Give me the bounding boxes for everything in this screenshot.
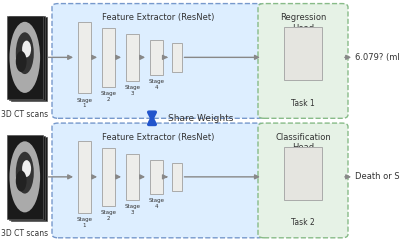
- Text: Stage
2: Stage 2: [100, 91, 116, 102]
- Ellipse shape: [10, 22, 40, 93]
- Text: Task 2: Task 2: [291, 218, 315, 227]
- Bar: [11, 137, 47, 221]
- Ellipse shape: [10, 141, 40, 212]
- Bar: [9, 16, 45, 100]
- Ellipse shape: [22, 41, 31, 57]
- Bar: [78, 141, 91, 213]
- Bar: [102, 28, 115, 87]
- Ellipse shape: [16, 171, 26, 191]
- Ellipse shape: [16, 152, 34, 194]
- Text: Stage
1: Stage 1: [76, 217, 92, 228]
- Text: Task 1: Task 1: [291, 98, 315, 108]
- Text: Regression
Head: Regression Head: [280, 13, 326, 33]
- Bar: [9, 136, 45, 220]
- Bar: [284, 147, 322, 200]
- Text: 3D CT scans: 3D CT scans: [1, 229, 48, 239]
- Text: Stage
3: Stage 3: [124, 85, 140, 96]
- Bar: [11, 17, 47, 101]
- Bar: [150, 40, 163, 75]
- Ellipse shape: [22, 160, 31, 177]
- Bar: [78, 22, 91, 93]
- Bar: [102, 147, 115, 206]
- Text: 3D CT scans: 3D CT scans: [1, 110, 48, 119]
- Bar: [172, 43, 182, 72]
- FancyBboxPatch shape: [258, 4, 348, 118]
- Bar: [126, 154, 139, 200]
- Text: 6.079? (ml): 6.079? (ml): [355, 53, 400, 62]
- Bar: [7, 16, 43, 99]
- FancyBboxPatch shape: [52, 123, 264, 238]
- Ellipse shape: [16, 32, 34, 74]
- Ellipse shape: [16, 51, 26, 72]
- Bar: [7, 135, 43, 219]
- Bar: [172, 163, 182, 191]
- Text: Stage
1: Stage 1: [76, 98, 92, 108]
- Text: Stage
2: Stage 2: [100, 211, 116, 221]
- Text: Stage
3: Stage 3: [124, 204, 140, 215]
- Bar: [150, 160, 163, 194]
- Text: Stage
4: Stage 4: [148, 79, 164, 90]
- Text: Classification
Head: Classification Head: [275, 133, 331, 152]
- Text: Feature Extractor (ResNet): Feature Extractor (ResNet): [102, 13, 214, 22]
- Text: Death or Survival?: Death or Survival?: [355, 172, 400, 181]
- Text: Stage
4: Stage 4: [148, 198, 164, 209]
- Bar: [126, 34, 139, 81]
- Text: Feature Extractor (ResNet): Feature Extractor (ResNet): [102, 133, 214, 142]
- Bar: [284, 27, 322, 80]
- Text: Share Weights: Share Weights: [168, 114, 233, 123]
- FancyBboxPatch shape: [52, 4, 264, 118]
- FancyBboxPatch shape: [258, 123, 348, 238]
